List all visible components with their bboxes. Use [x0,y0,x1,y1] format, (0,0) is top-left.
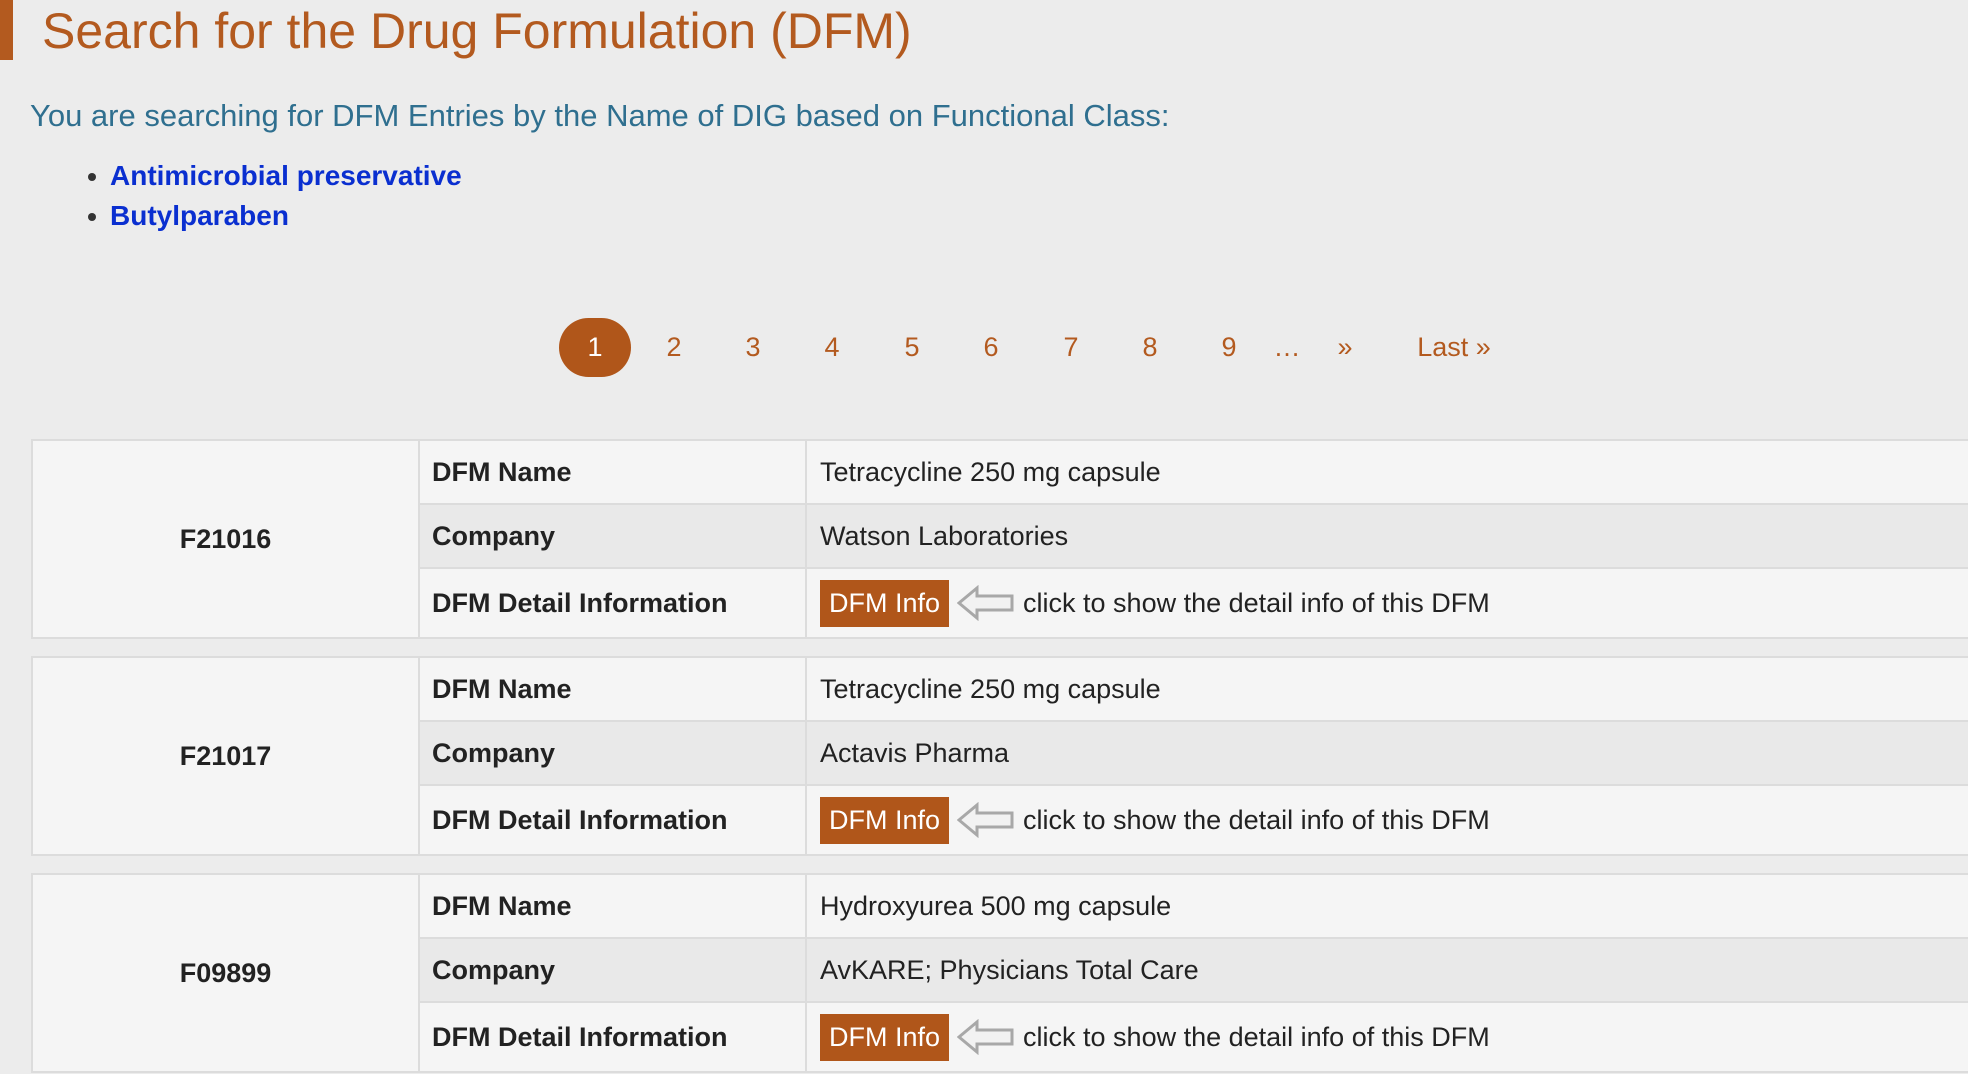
dfm-entry: F21017 DFM Name Tetracycline 250 mg caps… [31,656,1968,856]
company-row: Company AvKARE; Physicians Total Care [420,939,1968,1003]
dfm-name-row: DFM Name Hydroxyurea 500 mg capsule [420,875,1968,939]
dfm-name-row: DFM Name Tetracycline 250 mg capsule [420,658,1968,722]
filter-item: Antimicrobial preservative [82,156,462,196]
detail-value: DFM Info click to show the detail info o… [807,569,1968,637]
detail-value: DFM Info click to show the detail info o… [807,786,1968,854]
arrow-left-icon [957,585,1015,621]
dfm-name-label: DFM Name [420,658,807,720]
page-2[interactable]: 2 [666,332,682,362]
page-6[interactable]: 6 [983,332,999,362]
filter-link-butylparaben[interactable]: Butylparaben [110,200,289,231]
dfm-info-button[interactable]: DFM Info [820,579,950,627]
company-value: AvKARE; Physicians Total Care [820,954,1199,985]
pagination-ellipsis: … [1273,332,1301,362]
page-7[interactable]: 7 [1063,332,1079,362]
dfm-info-button[interactable]: DFM Info [820,796,950,844]
page-5[interactable]: 5 [904,332,920,362]
detail-label: DFM Detail Information [420,569,807,637]
detail-value: DFM Info click to show the detail info o… [807,1003,1968,1071]
arrow-left-icon [957,1019,1015,1055]
company-value: Watson Laboratories [820,520,1069,551]
dfm-entry: F21016 DFM Name Tetracycline 250 mg caps… [31,439,1968,639]
arrow-left-icon [957,802,1015,838]
filter-link-antimicrobial-preservative[interactable]: Antimicrobial preservative [110,160,462,191]
dfm-name-value: Hydroxyurea 500 mg capsule [820,890,1172,921]
page-3[interactable]: 3 [745,332,761,362]
detail-hint: click to show the detail info of this DF… [1023,587,1490,618]
company-label: Company [420,939,807,1001]
detail-row: DFM Detail Information DFM Info click to… [420,1003,1968,1071]
page-9[interactable]: 9 [1221,332,1237,362]
detail-hint: click to show the detail info of this DF… [1023,1021,1490,1052]
company-row: Company Watson Laboratories [420,505,1968,569]
dfm-id: F21016 [33,441,420,637]
title-accent-bar [0,0,13,60]
dfm-name-label: DFM Name [420,441,807,503]
dfm-id: F09899 [33,875,420,1071]
detail-label: DFM Detail Information [420,786,807,854]
next-page-button[interactable]: » [1337,332,1353,362]
company-label: Company [420,505,807,567]
page-8[interactable]: 8 [1142,332,1158,362]
filter-list: Antimicrobial preservative Butylparaben [82,156,462,236]
dfm-id: F21017 [33,658,420,854]
dfm-name-label: DFM Name [420,875,807,937]
dfm-name-value: Tetracycline 250 mg capsule [820,673,1161,704]
dfm-name-value: Tetracycline 250 mg capsule [820,456,1161,487]
company-value: Actavis Pharma [820,737,1010,768]
detail-label: DFM Detail Information [420,1003,807,1071]
last-page-button[interactable]: Last » [1417,332,1491,362]
detail-row: DFM Detail Information DFM Info click to… [420,786,1968,854]
company-label: Company [420,722,807,784]
page-title: Search for the Drug Formulation (DFM) [42,3,912,59]
detail-hint: click to show the detail info of this DF… [1023,804,1490,835]
dfm-name-row: DFM Name Tetracycline 250 mg capsule [420,441,1968,505]
search-description: You are searching for DFM Entries by the… [30,98,1170,133]
filter-item: Butylparaben [82,196,462,236]
dfm-entry: F09899 DFM Name Hydroxyurea 500 mg capsu… [31,873,1968,1073]
dfm-info-button[interactable]: DFM Info [820,1013,950,1061]
company-row: Company Actavis Pharma [420,722,1968,786]
page-1-current[interactable]: 1 [559,318,631,377]
page-4[interactable]: 4 [824,332,840,362]
detail-row: DFM Detail Information DFM Info click to… [420,569,1968,637]
